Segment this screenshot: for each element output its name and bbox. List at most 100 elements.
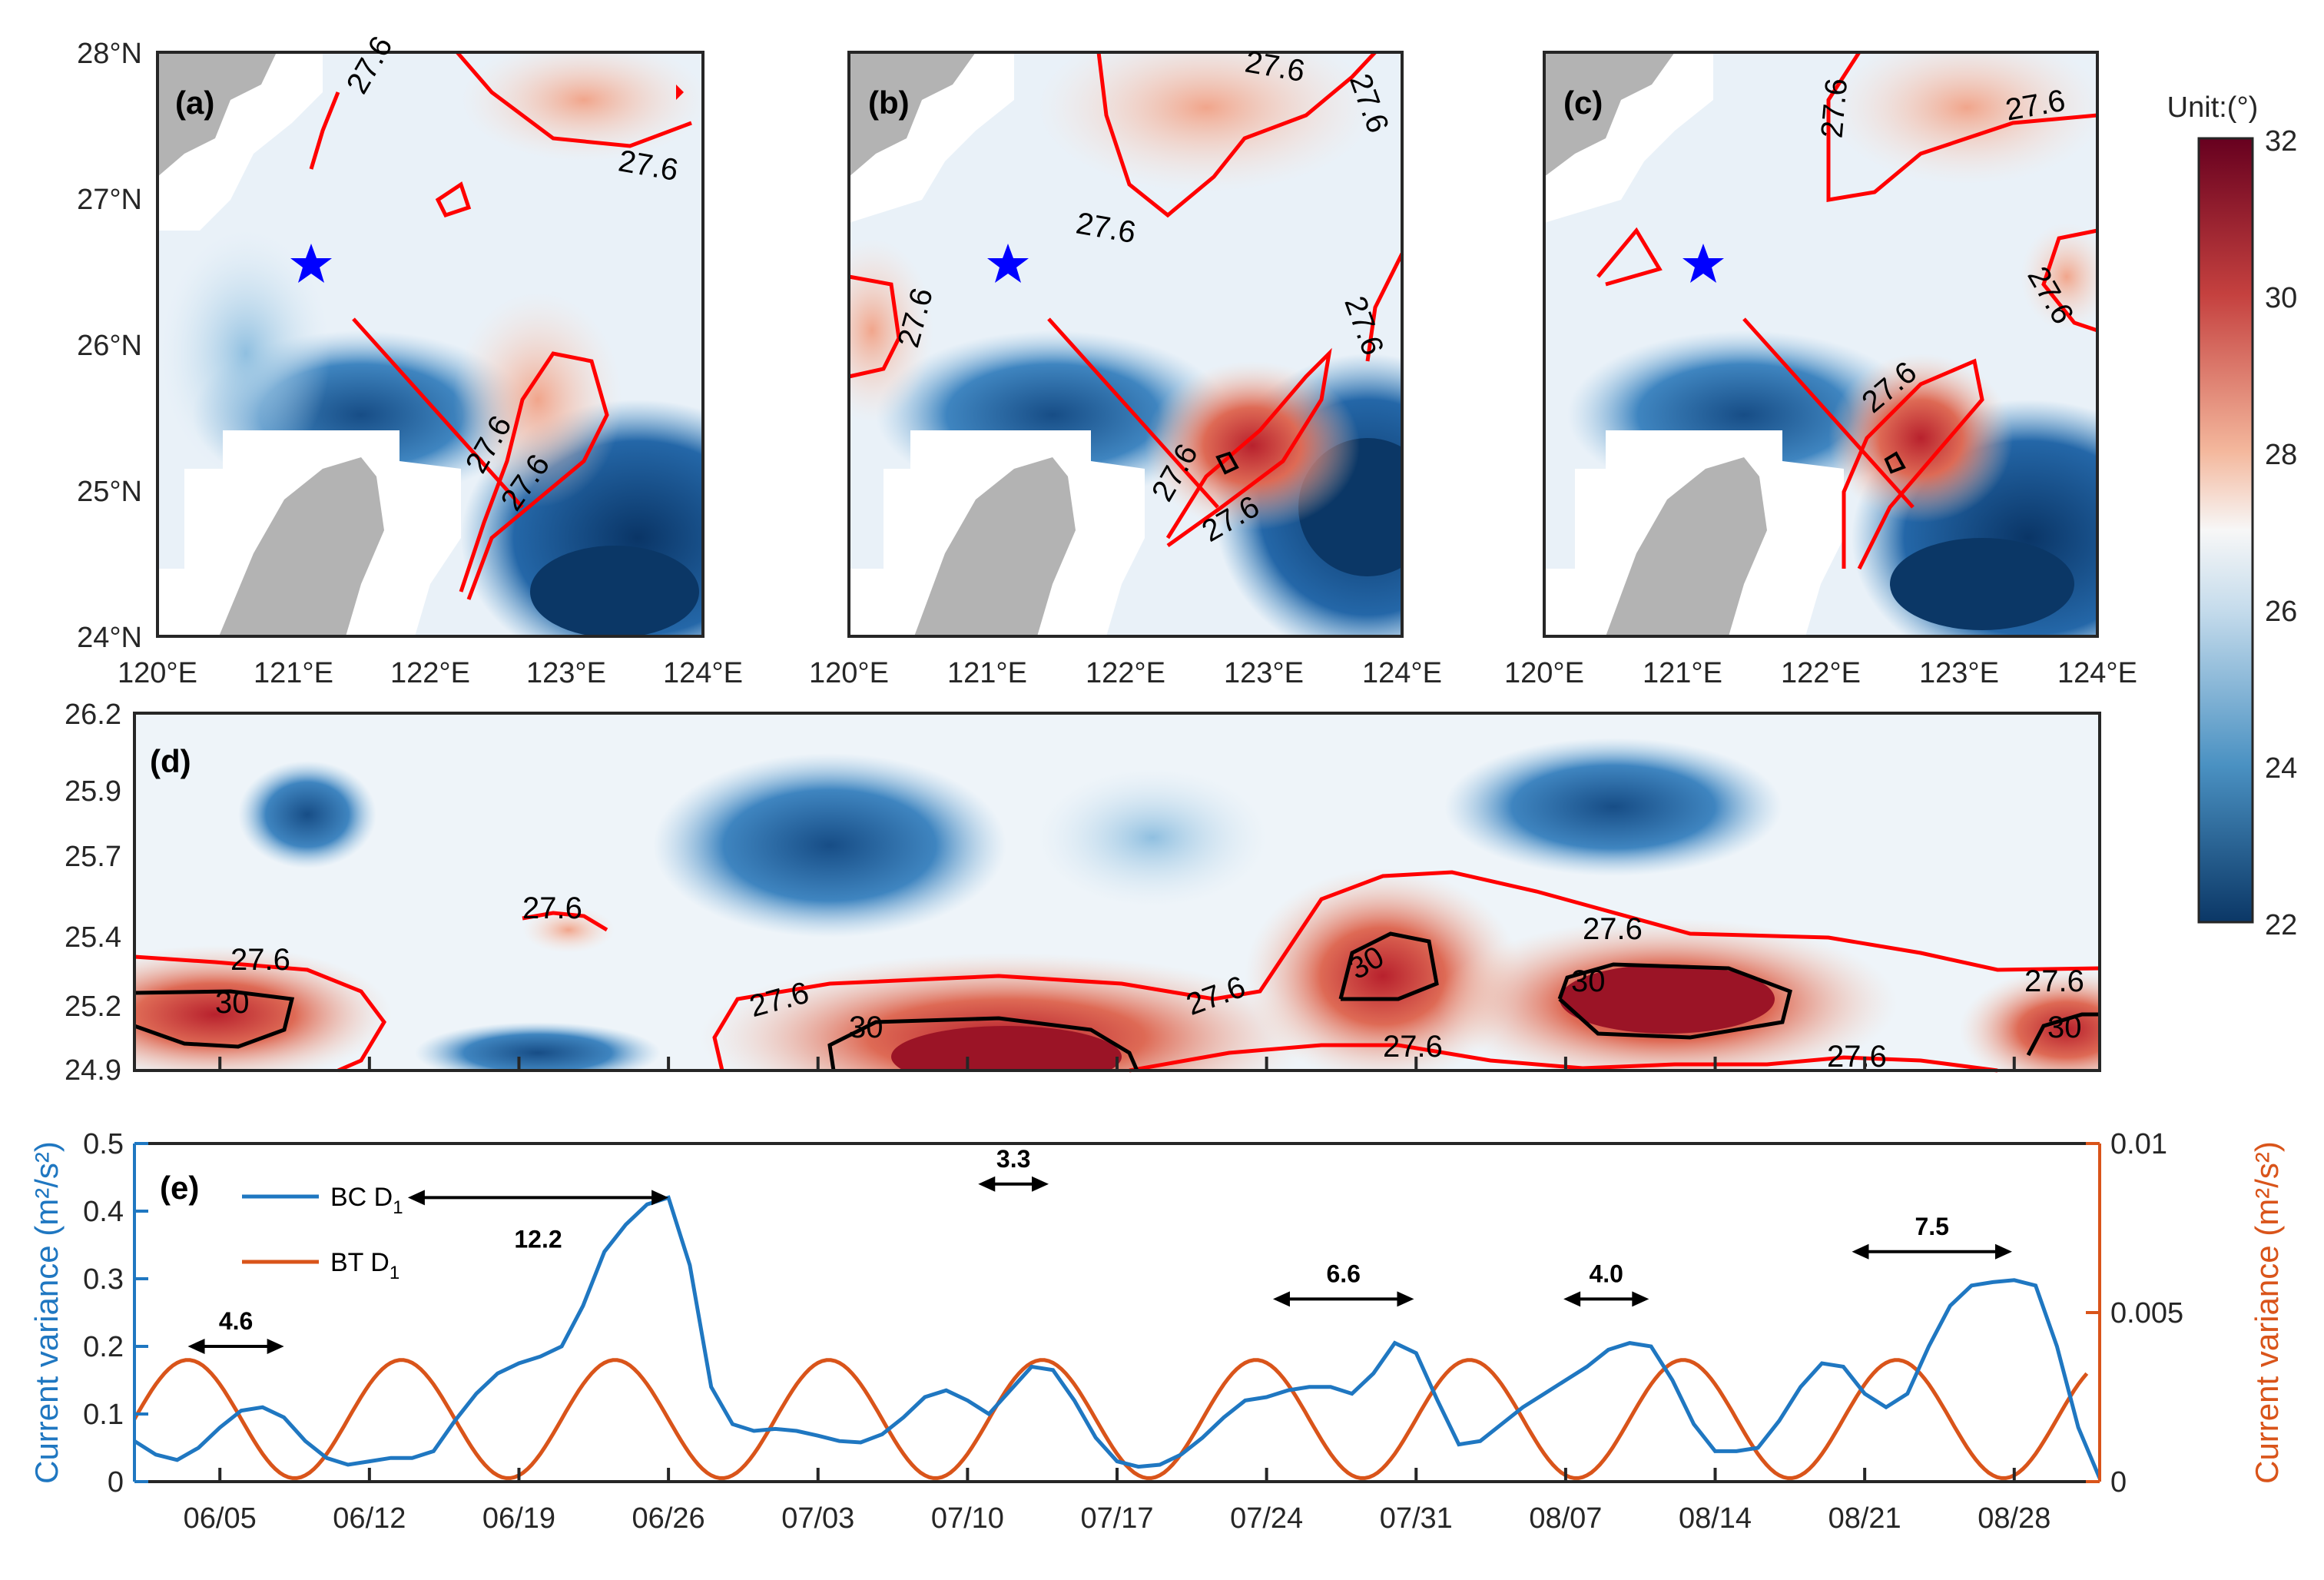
x-tick-label: 07/24 [1230,1502,1303,1535]
contour-label: 30 [849,1011,884,1044]
x-tick-label: 08/28 [1978,1502,2050,1535]
star-marker-a [290,244,332,283]
x-tick-label: 07/10 [931,1502,1004,1535]
annotation-label: 6.6 [1326,1260,1360,1287]
contour-label: 30 [2047,1011,2082,1044]
lat-tick: 25°N [77,476,142,508]
annotation-label: 7.5 [1915,1213,1948,1240]
lon-tick: 121°E [947,657,1027,689]
contour-label: 27.6 [1383,1030,1443,1064]
arrow-head-right-icon [1397,1291,1414,1307]
lat-tick: 27°N [77,184,142,216]
lon-tick: 124°E [1362,657,1442,689]
panel-label-e: (e) [160,1170,199,1206]
contour-label: 27.6 [230,943,290,977]
arrow-head-left-icon [1272,1291,1290,1307]
x-tick-label: 07/03 [781,1502,854,1535]
contour-label: 30 [1571,964,1606,998]
x-tick-label: 06/12 [333,1502,406,1535]
annotation-label: 3.3 [996,1145,1030,1173]
colorbar-gradient [2197,137,2254,924]
hovmoller-contours-30 [134,931,2100,1071]
period-annotation: 6.6 [1272,1260,1414,1307]
period-annotation: 7.5 [1852,1213,2013,1260]
x-tick-label: 06/26 [632,1502,705,1535]
panel-label-a: (a) [175,85,214,121]
hovmoller-y-tick: 25.4 [65,921,121,954]
hovmoller-contour-labels: 27.6 27.6 27.6 27.6 27.6 27.6 27.6 27.6 … [215,891,2084,1074]
colorbar-tick: 30 [2265,282,2297,314]
lon-tick: 124°E [663,657,743,689]
left-tick-label: 0.3 [83,1263,124,1296]
hovmoller-y-tick: 25.7 [65,841,121,873]
contour-label: 27.6 [1583,912,1643,946]
lon-tick: 122°E [390,657,470,689]
hovmoller-panel [134,713,2100,1070]
lat-tick: 24°N [77,622,142,654]
hovmoller-y-tick: 25.2 [65,991,121,1023]
bc-d1-series-line [134,1195,2100,1479]
map-small-red-spot [676,85,684,100]
lon-tick: 121°E [254,657,333,689]
y-axis-label-right: Current variance (m²/s²) [2249,1141,2285,1484]
hovmoller-x-tickmarks [218,1057,2016,1070]
map-lat-ticks: 28°N 27°N 26°N 25°N 24°N [77,38,142,654]
x-tick-label: 08/07 [1529,1502,1602,1535]
y-axis-label-left: Current variance (m²/s²) [28,1141,65,1484]
arrow-head-right-icon [1032,1176,1049,1192]
right-tick-label: 0.005 [2110,1297,2183,1329]
arrow-head-right-icon [267,1339,284,1354]
lon-tick: 121°E [1643,657,1722,689]
colorbar-tick: 22 [2265,909,2297,941]
transect-lines [352,317,1915,509]
annotation-label: 12.2 [514,1225,562,1253]
hovmoller-contours-276 [134,870,2100,1073]
colorbar-tick: 24 [2265,752,2297,785]
map-lon-ticks-b: 120°E 121°E 122°E 123°E 124°E [809,657,1442,689]
period-annotation: 3.3 [978,1145,1049,1192]
contour-label: 27.6 [1815,77,1854,139]
period-annotation: 4.0 [1563,1260,1649,1307]
contour-label: 27.6 [522,891,582,925]
map-lon-ticks-c: 120°E 121°E 122°E 123°E 124°E [1504,657,2137,689]
station-stars [290,244,1724,283]
star-marker-c [1682,244,1724,283]
x-tick-label: 06/19 [482,1502,555,1535]
panel-label-b: (b) [868,85,910,121]
left-tick-label: 0.2 [83,1331,124,1363]
colorbar: Unit:(°) 32 30 28 26 24 22 [2167,91,2298,941]
left-tick-label: 0 [108,1466,124,1499]
hovmoller-y-tick: 26.2 [65,699,121,731]
colorbar-title: Unit:(°) [2167,91,2259,124]
lat-tick: 28°N [77,38,142,70]
left-tick-label: 0.5 [83,1128,124,1160]
arrow-head-right-icon [1632,1291,1649,1307]
lon-tick: 120°E [1504,657,1584,689]
map-panel-a [157,52,703,636]
period-annotation: 4.6 [187,1307,284,1354]
variance-chart: 0 0.1 0.2 0.3 0.4 0.5 0 0.005 0.01 06/05 06/12 06… [28,1128,2285,1535]
star-marker-b [987,244,1029,283]
annotation-label: 4.6 [219,1307,253,1335]
left-tick-label: 0.4 [83,1196,124,1228]
panel-label-c: (c) [1563,85,1603,121]
contour-label: 30 [215,986,250,1020]
x-tick-label: 08/14 [1679,1502,1752,1535]
arrow-head-left-icon [1852,1243,1869,1260]
x-tick-label: 07/31 [1380,1502,1453,1535]
colorbar-tick: 26 [2265,596,2297,628]
legend: BC D1 BT D1 [242,1183,403,1283]
lon-tick: 123°E [1224,657,1304,689]
colorbar-tick: 28 [2265,439,2297,471]
map-frames [156,51,2099,638]
lon-tick: 124°E [2057,657,2137,689]
colorbar-tick: 32 [2265,125,2297,158]
arrow-head-left-icon [978,1176,996,1192]
x-tick-label: 08/21 [1828,1502,1901,1535]
map-panel-b [849,52,1402,636]
hovmoller-y-tick: 24.9 [65,1054,121,1087]
annotation-label: 4.0 [1589,1260,1623,1287]
hovmoller-y-tick: 25.9 [65,775,121,808]
contour-label: 27.6 [1827,1040,1887,1074]
